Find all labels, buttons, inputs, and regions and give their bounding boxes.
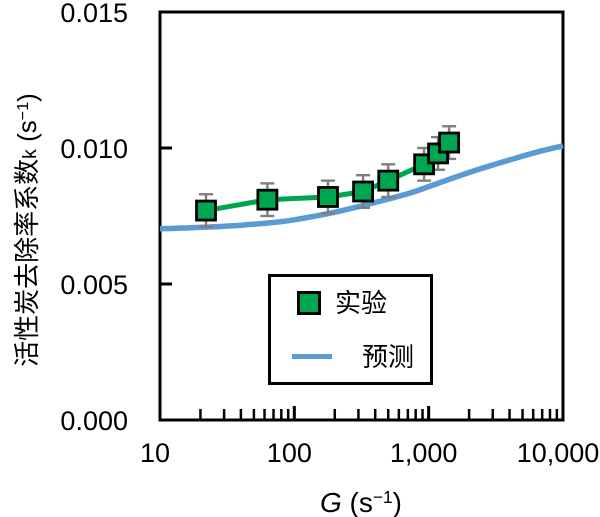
x-tick-label: 100 [266, 438, 312, 468]
y-axis-label: 活性炭去除率系数k (s−1) [10, 20, 44, 440]
experiment-marker [195, 199, 217, 222]
experiment-marker [352, 180, 374, 203]
x-tick-label: 10 [139, 438, 171, 468]
legend-entry-prediction: 预测 [292, 341, 430, 372]
experiment-marker [377, 169, 400, 192]
x-tick-label: 1,000 [389, 438, 458, 468]
x-axis-unit-pre: (s [341, 487, 373, 517]
y-tick-label: 0.005 [60, 270, 128, 300]
prediction-line-swatch [292, 354, 332, 359]
plot-frame [158, 10, 565, 422]
experiment-marker [438, 131, 461, 154]
legend-label-experiment: 实验 [335, 287, 388, 318]
legend-entry-experiment: 实验 [297, 288, 430, 318]
y-axis-unit-sup: −1 [13, 101, 32, 121]
legend: 实验 预测 [268, 274, 433, 385]
y-tick-label: 0.015 [60, 0, 128, 28]
y-axis-label-text: 活性炭去除率系数 [12, 158, 42, 367]
prediction-curve [159, 143, 564, 232]
y-axis-unit-post: ) [12, 93, 42, 102]
experiment-marker [256, 188, 279, 211]
x-axis-label: G (s−1) [261, 487, 461, 517]
x-tick-label: 10,000 [516, 438, 600, 468]
legend-label-prediction: 预测 [362, 341, 415, 372]
y-tick-label: 0.010 [60, 134, 128, 164]
y-tick-label: 0.000 [60, 406, 128, 436]
x-axis-unit-post: ) [392, 487, 402, 517]
x-axis-label-symbol: G [319, 487, 342, 517]
experiment-marker [317, 186, 339, 208]
x-axis-unit-sup: −1 [372, 487, 393, 508]
experiment-marker-swatch [297, 290, 321, 315]
